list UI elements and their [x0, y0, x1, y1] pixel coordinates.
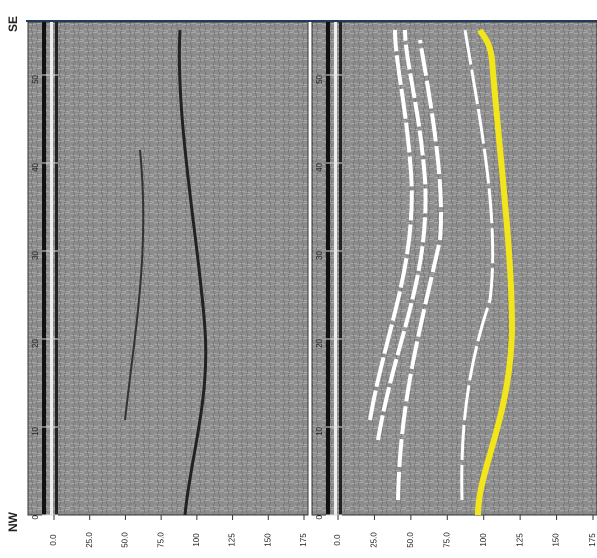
depth-tick-label: 50.0 — [406, 532, 415, 548]
depth-tick-label: 75.0 — [442, 532, 451, 548]
distance-tick-label: 40 — [31, 162, 40, 171]
distance-tick-label: 20 — [31, 338, 40, 347]
distance-tick-label: 0 — [31, 514, 40, 519]
depth-tick-label: 25.0 — [370, 532, 379, 548]
distance-tick-label: 20 — [315, 338, 324, 347]
distance-tick-label: 50 — [31, 74, 40, 83]
direction-top: SE — [6, 16, 20, 32]
depth-tick-label: 0.0 — [333, 534, 342, 546]
depth-tick-label: 100 — [192, 533, 201, 547]
depth-tick-label: 175 — [299, 533, 308, 547]
depth-tick-label: 175 — [588, 533, 597, 547]
depth-tick-label: 100 — [479, 533, 488, 547]
depth-tick-label: 0.0 — [49, 534, 58, 546]
depth-tick-label: 75.0 — [156, 532, 165, 548]
direction-bottom: NW — [6, 511, 20, 532]
distance-tick-label: 30 — [315, 250, 324, 259]
panel-image — [312, 22, 597, 515]
radargram-figure: SE NW 010203040500.025.050.075.010012515… — [0, 0, 597, 558]
distance-tick-label: 0 — [315, 514, 324, 519]
panel-image — [28, 22, 308, 515]
distance-tick-label: 10 — [31, 426, 40, 435]
distance-tick-label: 10 — [315, 426, 324, 435]
depth-tick-label: 125 — [515, 533, 524, 547]
depth-tick-label: 25.0 — [85, 532, 94, 548]
depth-tick-label: 125 — [228, 533, 237, 547]
depth-tick-label: 50.0 — [121, 532, 130, 548]
distance-tick-label: 50 — [315, 74, 324, 83]
distance-tick-label: 40 — [315, 162, 324, 171]
depth-tick-label: 150 — [263, 533, 272, 547]
distance-tick-label: 30 — [31, 250, 40, 259]
depth-tick-label: 150 — [552, 533, 561, 547]
